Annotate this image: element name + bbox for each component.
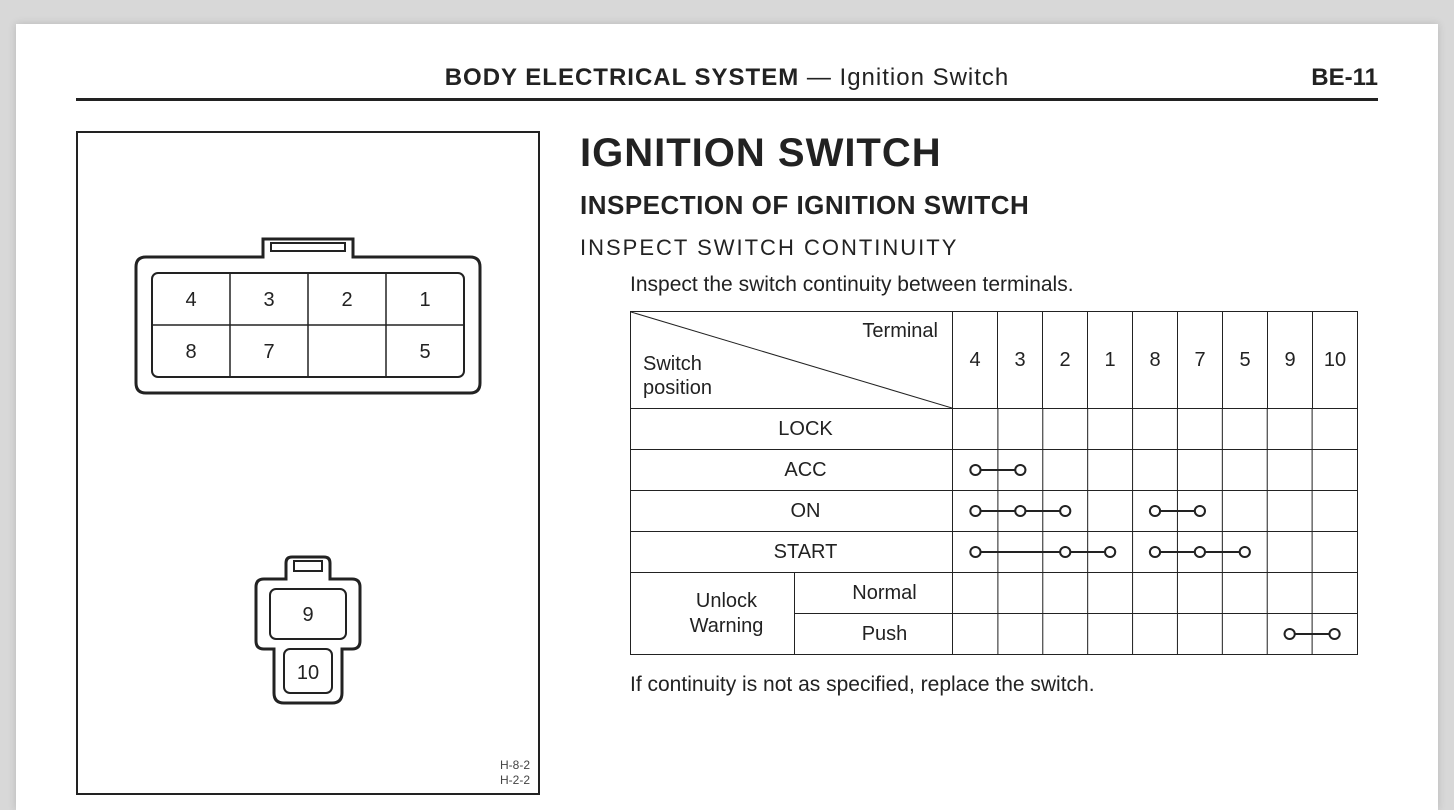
lead-text: Inspect the switch continuity between te… — [580, 273, 1378, 297]
terminal-header: 4 — [953, 312, 998, 409]
position-label: LOCK — [631, 409, 953, 450]
position-label: START — [631, 532, 953, 573]
continuity-cells — [953, 491, 1358, 532]
page-number: BE-11 — [1311, 64, 1378, 92]
text-column: IGNITION SWITCH INSPECTION OF IGNITION S… — [580, 131, 1378, 711]
header-sub: Ignition Switch — [840, 64, 1010, 91]
step-title: INSPECT SWITCH CONTINUITY — [580, 235, 1378, 261]
figure-ref-2: H-2-2 — [500, 773, 530, 787]
continuity-cells — [953, 614, 1358, 655]
continuity-cells — [953, 409, 1358, 450]
svg-text:7: 7 — [263, 341, 274, 363]
terminal-header: 1 — [1088, 312, 1133, 409]
terminal-header: 7 — [1178, 312, 1223, 409]
header-title: BODY ELECTRICAL SYSTEM — Ignition Switch — [445, 64, 1010, 92]
position-label: ON — [631, 491, 953, 532]
unlock-sub-label: Normal — [795, 573, 953, 614]
svg-text:8: 8 — [185, 341, 196, 363]
footer-text: If continuity is not as specified, repla… — [580, 673, 1378, 697]
figure-ref-1: H-8-2 — [500, 758, 530, 772]
terminal-header: 2 — [1043, 312, 1088, 409]
continuity-table: Terminal Switchposition 4321875910 LOCKAC… — [630, 311, 1358, 655]
unlock-warning-label: UnlockWarning — [631, 573, 795, 655]
continuity-cells — [953, 573, 1358, 614]
svg-text:10: 10 — [297, 662, 319, 684]
connector-svg: 4 3 2 1 8 7 5 9 10 — [78, 133, 538, 793]
svg-text:1: 1 — [419, 289, 430, 311]
table-corner: Terminal Switchposition — [631, 312, 953, 409]
position-label: ACC — [631, 450, 953, 491]
header-main: BODY ELECTRICAL SYSTEM — [445, 64, 799, 91]
page-header: BODY ELECTRICAL SYSTEM — Ignition Switch… — [76, 64, 1378, 101]
svg-text:4: 4 — [185, 289, 196, 311]
continuity-cells — [953, 450, 1358, 491]
svg-text:3: 3 — [263, 289, 274, 311]
header-sep: — — [807, 64, 840, 91]
corner-position-label: Switchposition — [643, 352, 712, 400]
corner-terminal-label: Terminal — [862, 320, 938, 343]
unlock-sub-label: Push — [795, 614, 953, 655]
section-title: IGNITION SWITCH — [580, 131, 1378, 176]
svg-text:2: 2 — [341, 289, 352, 311]
connector-figure: 4 3 2 1 8 7 5 9 10 H-8-2 H-2-2 — [76, 131, 540, 795]
terminal-header: 9 — [1268, 312, 1313, 409]
terminal-header: 3 — [998, 312, 1043, 409]
terminal-header: 5 — [1223, 312, 1268, 409]
terminal-header: 8 — [1133, 312, 1178, 409]
svg-text:9: 9 — [302, 604, 313, 626]
svg-text:5: 5 — [419, 341, 430, 363]
terminal-header: 10 — [1313, 312, 1358, 409]
manual-page: BODY ELECTRICAL SYSTEM — Ignition Switch… — [16, 24, 1438, 810]
subsection-title: INSPECTION OF IGNITION SWITCH — [580, 190, 1378, 221]
continuity-cells — [953, 532, 1358, 573]
figure-reference: H-8-2 H-2-2 — [500, 758, 530, 787]
